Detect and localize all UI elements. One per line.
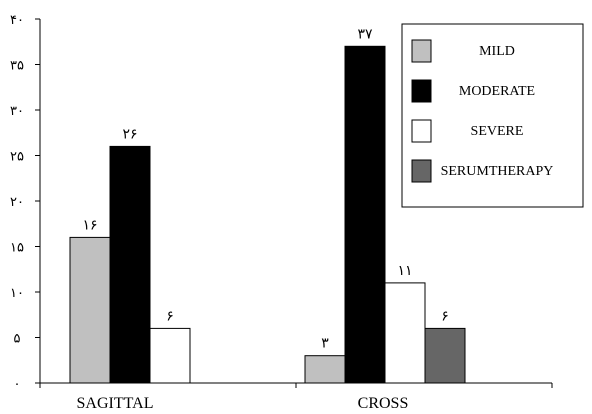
data-label: ٢۶ [122,126,137,142]
y-tick-label: ۵ [14,332,21,347]
data-label: ۶ [166,308,174,324]
y-tick-label: ١٠ [10,286,24,301]
bar-mild-cross [304,355,346,384]
data-label: ١١ [397,263,412,279]
bar-moderate-cross [344,45,386,384]
legend-swatch-severe [411,119,432,143]
y-tick-label: ١۵ [10,241,24,256]
y-tick-label: ٢٠ [10,195,24,210]
bar-severe-sagittal [149,327,191,384]
y-tick-label: ۴٠ [10,13,24,28]
y-tick-label: ٢۵ [10,150,24,165]
legend-label-moderate: MODERATE [459,84,535,99]
legend-swatch-moderate [411,79,432,103]
x-category-label: SAGITTAL [77,395,154,412]
y-tick-label: ٠ [14,377,21,392]
bar-moderate-sagittal [109,145,151,384]
data-label: ۶ [441,308,449,324]
legend-box [401,23,584,208]
y-tick-label: ٣٠ [10,104,24,119]
data-label: ١۶ [82,217,97,233]
bar-mild-sagittal [69,236,111,384]
bar-severe-cross [384,282,426,384]
bars: ١۶ ٢۶ ۶ ٣ ٣٧ ١١ ۶ [69,26,466,384]
axes: ٠ ۵ ١٠ ١۵ ٢٠ ٢۵ ٣٠ ٣۵ ۴٠ SAGITTAL CROSS [10,13,553,412]
legend-label-mild: MILD [479,44,515,59]
legend-swatch-mild [411,39,432,63]
legend: MILD MODERATE SEVERE SERUMTHERAPY [401,23,584,208]
legend-label-severe: SEVERE [471,124,524,139]
legend-swatch-serumtherapy [411,159,432,183]
legend-label-serumtherapy: SERUMTHERAPY [441,164,554,179]
x-category-label: CROSS [358,395,409,412]
data-label: ٣٧ [357,26,373,42]
y-tick-label: ٣۵ [10,59,24,74]
bar-serumtherapy-cross [424,327,466,384]
data-label: ٣ [321,336,329,352]
